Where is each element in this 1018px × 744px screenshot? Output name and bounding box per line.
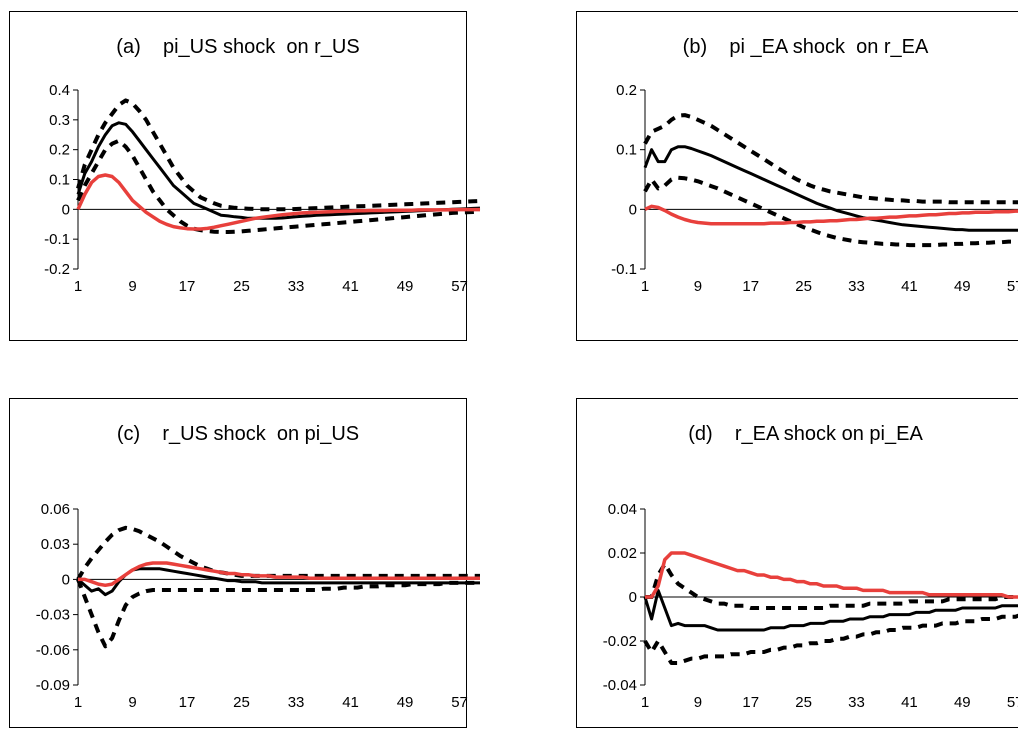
chart-title: (a) pi_US shock on r_US [116,36,360,58]
series-confidence-band-line [76,98,481,212]
series-black-line [77,567,480,597]
x-tick-label: 41 [901,694,918,711]
y-tick-label: -0.2 [44,261,70,278]
series-black-line [643,588,1018,632]
y-tick-label: 0.1 [49,172,70,189]
x-tick-label: 41 [342,278,359,295]
series-confidence-band-line [76,138,481,234]
x-tick-label: 25 [233,694,250,711]
x-tick-label: 1 [641,694,649,711]
chart-panel-b: (b) pi _EA shock on r_EA -0.1 0 0.1 0.2 1 9 17… [576,11,1018,341]
x-tick-label: 33 [288,694,305,711]
chart-panel-c: (c) r_US shock on pi_US -0.09 -0.06 -0.03 0… [9,398,480,728]
x-tick-label: 9 [128,694,136,711]
y-tick-label: 0 [629,201,637,218]
x-tick-label: 41 [901,278,918,295]
x-tick-label: 57 [451,694,468,711]
x-tick-label: 17 [742,278,759,295]
series-confidence-band-line [643,113,1018,205]
series-red-line [644,204,1018,226]
chart-title: (c) r_US shock on pi_US [116,423,360,445]
x-tick-label: 1 [74,694,82,711]
series-confidence-band-line [643,175,1018,248]
chart-panel-d: (d) r_EA shock on pi_EA -0.04 -0.02 0 0.02 0… [576,398,1018,728]
y-tick-label: 0.2 [49,142,70,159]
series-confidence-band-line [645,562,1018,610]
x-tick-label: 17 [742,694,759,711]
x-tick-label: 33 [848,694,865,711]
chart-plot: -0.1 0 0.1 0.2 1 9 17 25 33 41 49 57 [611,82,1018,295]
chart-title: (b) pi _EA shock on r_EA [682,36,929,58]
y-tick-label: -0.03 [36,607,70,624]
y-tick-label: 0.3 [49,112,70,129]
y-tick-label: -0.06 [36,642,70,659]
x-tick-label: 41 [342,694,359,711]
series-confidence-band-line [76,578,480,649]
y-tick-label: 0 [62,201,70,218]
chart-plot: -0.09 -0.06 -0.03 0 0.03 0.06 1 9 17 25 33 41 49 57 [36,501,480,711]
x-tick-label: 9 [694,694,702,711]
x-tick-label: 33 [288,278,305,295]
y-tick-label: 0.2 [616,82,637,99]
y-tick-label: -0.1 [44,231,70,248]
series-confidence-band-line [76,525,480,581]
x-tick-label: 25 [795,278,812,295]
x-tick-label: 33 [848,278,865,295]
x-tick-label: 1 [74,278,82,295]
x-tick-label: 57 [1007,694,1018,711]
chart-panel-a: (a) pi_US shock on r_US -0.2 -0.1 0 0.1 0.2 0… [9,11,481,341]
series-black-line [643,145,1018,232]
x-tick-label: 49 [397,694,414,711]
series-red-line [76,173,480,231]
x-tick-label: 17 [179,278,196,295]
x-tick-label: 25 [233,278,250,295]
x-tick-label: 1 [641,278,649,295]
y-tick-label: -0.1 [611,261,637,278]
chart-plot: -0.04 -0.02 0 0.02 0.04 1 9 17 25 33 41 49 57 [603,501,1018,711]
y-tick-label: 0.1 [616,142,637,159]
y-tick-label: 0 [629,589,637,606]
y-tick-label: -0.09 [36,677,70,694]
y-tick-label: 0.04 [608,501,637,518]
chart-plot: -0.2 -0.1 0 0.1 0.2 0.3 0.4 1 9 17 25 33 41 49 57 [44,82,481,295]
y-tick-label: -0.04 [603,677,637,694]
y-tick-label: 0.4 [49,82,70,99]
x-tick-label: 49 [397,278,414,295]
chart-title: (d) r_EA shock on pi_EA [688,423,923,445]
x-tick-label: 49 [954,694,971,711]
x-tick-label: 9 [128,278,136,295]
series-red-line [78,561,480,588]
series-red-line [645,551,1018,599]
x-tick-label: 17 [179,694,196,711]
y-tick-label: -0.02 [603,633,637,650]
x-tick-label: 57 [451,278,468,295]
y-tick-label: 0.03 [41,536,70,553]
series-confidence-band-line [643,613,1018,665]
y-tick-label: 0 [62,571,70,588]
x-tick-label: 25 [795,694,812,711]
y-tick-label: 0.02 [608,545,637,562]
y-tick-label: 0.06 [41,501,70,518]
x-tick-label: 9 [694,278,702,295]
x-tick-label: 49 [954,278,971,295]
x-tick-label: 57 [1007,278,1018,295]
